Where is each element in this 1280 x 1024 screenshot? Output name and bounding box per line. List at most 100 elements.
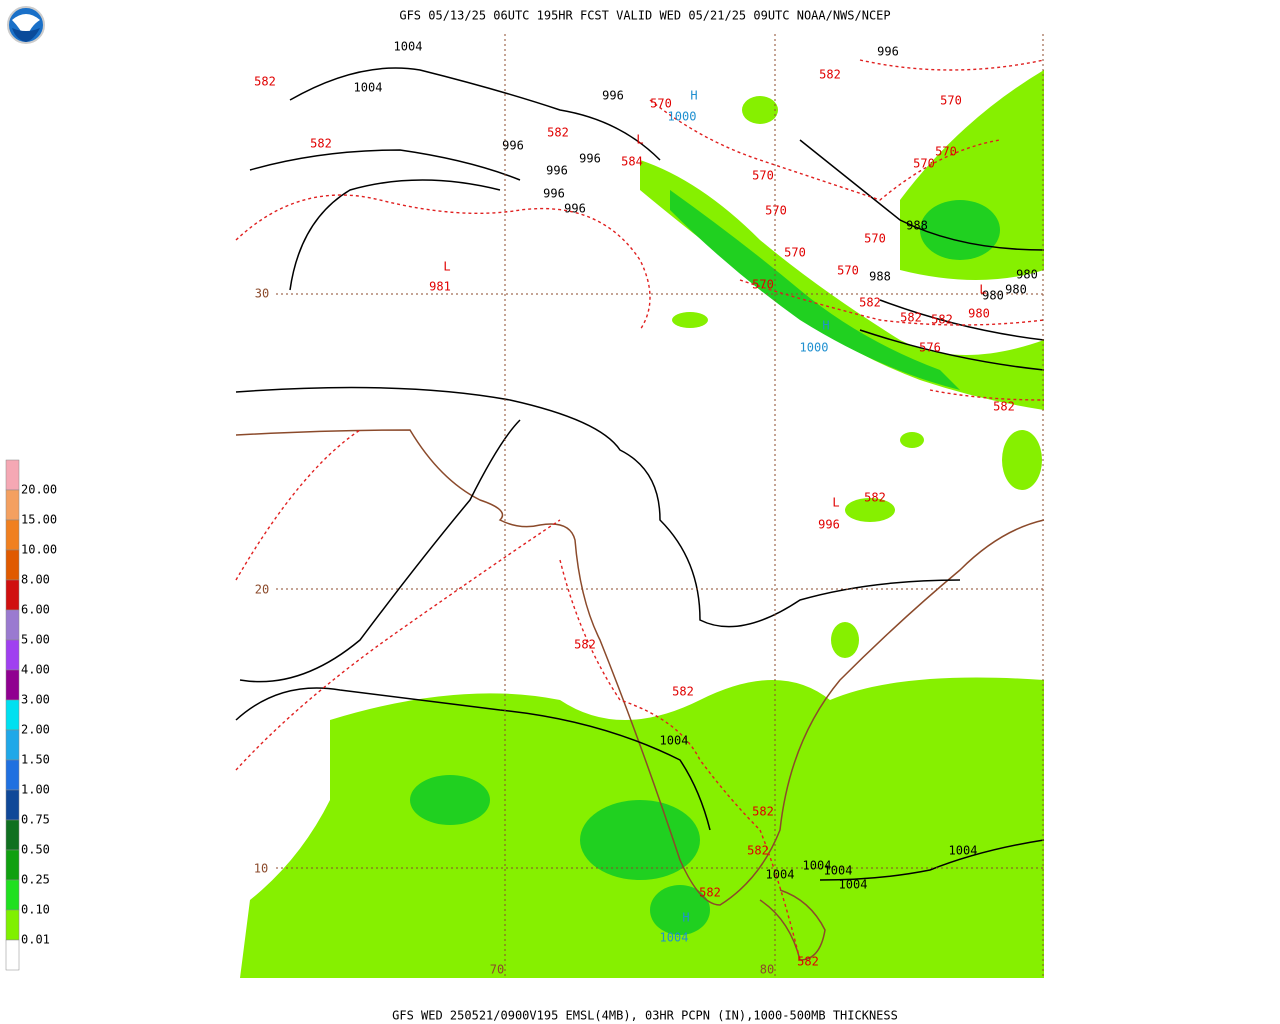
legend-swatch: [5, 759, 20, 791]
thickness-label: 582: [254, 75, 276, 89]
thickness: [235, 59, 1045, 961]
legend-label: 1.50: [21, 753, 50, 767]
legend-label: 6.00: [21, 603, 50, 617]
lat-label: 30: [255, 287, 269, 301]
legend-swatch: [5, 519, 20, 551]
thickness-label: 981: [429, 280, 451, 294]
map-area: [235, 34, 1045, 978]
thickness-label: 570: [650, 97, 672, 111]
isobar-label: 980: [982, 289, 1004, 303]
thickness-label: 570: [765, 204, 787, 218]
pressure-center: H: [682, 911, 689, 925]
isobar-label: 996: [877, 45, 899, 59]
isobar-label: 1004: [766, 868, 795, 882]
legend-swatch: [5, 459, 20, 491]
legend-swatch: [5, 729, 20, 761]
legend-label: 0.50: [21, 843, 50, 857]
thickness-label: 582: [900, 311, 922, 325]
caption: GFS WED 250521/0900V195 EMSL(4MB), 03HR …: [392, 1009, 898, 1023]
isobar-label: 1004: [839, 878, 868, 892]
isobar-label: 1004: [660, 734, 689, 748]
pressure-center: L: [979, 283, 986, 297]
thickness-label: 582: [819, 68, 841, 82]
legend-swatch: [5, 489, 20, 521]
isobar-label: 996: [564, 202, 586, 216]
lat-label: 80: [760, 963, 774, 977]
center-value: 1000: [800, 341, 829, 355]
legend-label: 20.00: [21, 483, 57, 497]
legend-label: 0.75: [21, 813, 50, 827]
lat-label: 10: [254, 862, 268, 876]
legend-swatch: [5, 789, 20, 821]
thickness-label: 582: [797, 955, 819, 969]
isobars: [235, 67, 1045, 881]
title: GFS 05/13/25 06UTC 195HR FCST VALID WED …: [399, 9, 890, 23]
center-value: 1004: [660, 931, 689, 945]
legend-swatch: [5, 849, 20, 881]
thickness-label: 570: [752, 169, 774, 183]
isobar-label: 988: [869, 270, 891, 284]
legend-label: 5.00: [21, 633, 50, 647]
legend-swatch: [5, 669, 20, 701]
isobar-label: 1004: [354, 81, 383, 95]
noaa-logo: [7, 6, 45, 44]
legend-swatch: [5, 579, 20, 611]
isobar-label: 1004: [949, 844, 978, 858]
graticule: [276, 34, 1044, 978]
legend-label: 3.00: [21, 693, 50, 707]
center-value: 1000: [668, 110, 697, 124]
thickness-label: 582: [574, 638, 596, 652]
thickness-label: 584: [621, 155, 643, 169]
thickness-label: 570: [940, 94, 962, 108]
thickness-label: 582: [747, 844, 769, 858]
isobar-label: 996: [602, 89, 624, 103]
pressure-center: L: [443, 260, 450, 274]
thickness-label: 576: [919, 341, 941, 355]
pressure-center: L: [636, 133, 643, 147]
legend-label: 4.00: [21, 663, 50, 677]
coastline: [235, 429, 1045, 961]
legend-swatch: [5, 699, 20, 731]
lat-label: 70: [490, 963, 504, 977]
thickness-label: 570: [864, 232, 886, 246]
thickness-label: 570: [837, 264, 859, 278]
legend-swatch: [5, 639, 20, 671]
isobar-label: 996: [543, 187, 565, 201]
thickness-label: 582: [931, 313, 953, 327]
isobar-label: 996: [546, 164, 568, 178]
isobar-label: 988: [906, 219, 928, 233]
thickness-label: 582: [672, 685, 694, 699]
legend-swatch: [5, 819, 20, 851]
legend-swatch: [5, 909, 20, 941]
isobar-label: 996: [502, 139, 524, 153]
thickness-label: 570: [784, 246, 806, 260]
pressure-center: H: [690, 89, 697, 103]
pressure-center: L: [832, 496, 839, 510]
thickness-label: 582: [699, 886, 721, 900]
thickness-label: 570: [913, 157, 935, 171]
legend-label: 8.00: [21, 573, 50, 587]
thickness-label: 996: [818, 518, 840, 532]
thickness-label: 980: [968, 307, 990, 321]
thickness-label: 582: [864, 491, 886, 505]
thickness-label: 582: [752, 805, 774, 819]
isobar-label: 1004: [824, 864, 853, 878]
legend-swatch: [5, 939, 20, 971]
pressure-center: H: [822, 319, 829, 333]
thickness-label: 570: [752, 278, 774, 292]
thickness-label: 570: [935, 145, 957, 159]
isobar-label: 1004: [803, 859, 832, 873]
isobar-label: 980: [1005, 283, 1027, 297]
thickness-label: 582: [310, 137, 332, 151]
lat-label: 20: [255, 583, 269, 597]
legend-label: 0.25: [21, 873, 50, 887]
isobar-label: 980: [1016, 268, 1038, 282]
thickness-label: 582: [547, 126, 569, 140]
legend-label: 1.00: [21, 783, 50, 797]
legend-swatch: [5, 549, 20, 581]
isobar-label: 996: [579, 152, 601, 166]
legend-label: 15.00: [21, 513, 57, 527]
